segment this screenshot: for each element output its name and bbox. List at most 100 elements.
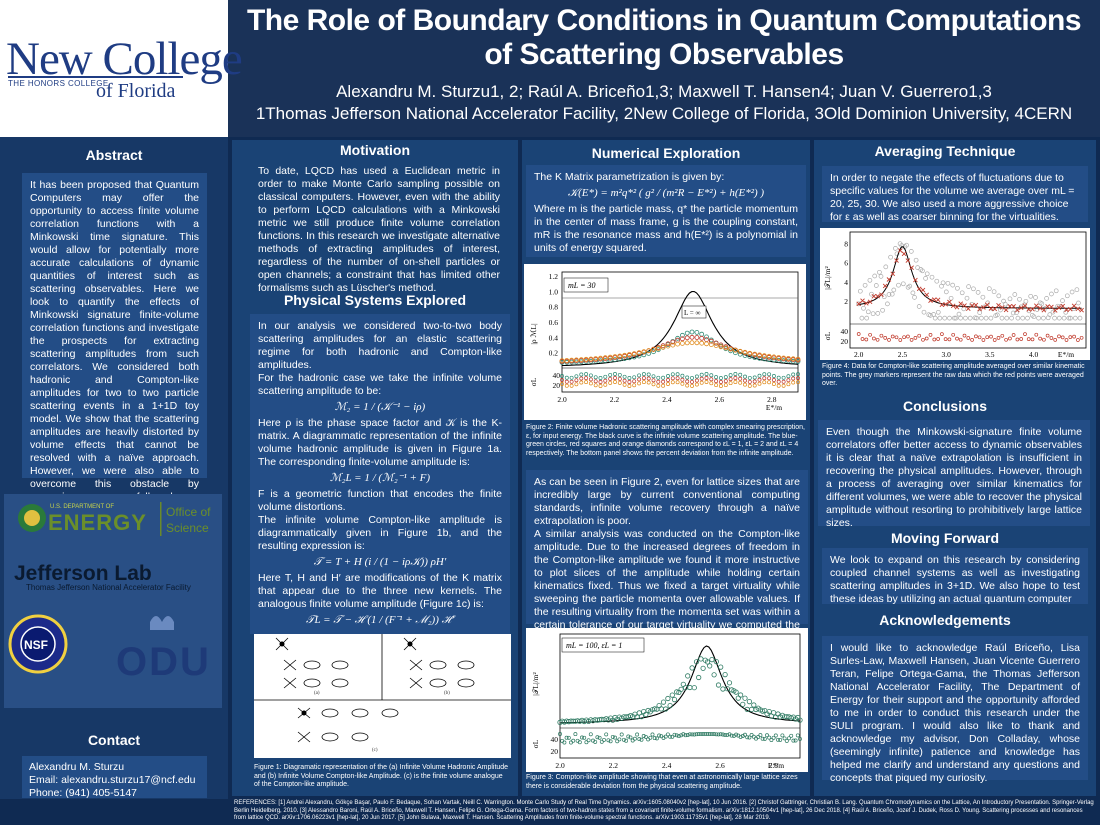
equation-m2l: ℳ₂L = 1 / (ℳ₂⁻¹ + F): [329, 472, 431, 484]
doe-seal-inner-icon: [24, 510, 40, 526]
fig4-averaged-point: [981, 305, 986, 310]
fig2-point: [752, 351, 758, 357]
fig1-label-a: (a): [314, 691, 320, 696]
fig2-deviation-point: [670, 380, 675, 385]
fig2-deviation-point: [694, 378, 699, 383]
fig1-label-b: (b): [444, 691, 450, 696]
fig4-deviation-point: [898, 338, 903, 342]
fig4-raw-point: [1031, 314, 1037, 320]
fig2-ytick: 1.2: [549, 272, 559, 281]
fig2-deviation-point: [613, 376, 617, 380]
fig2-deviation-point: [641, 372, 646, 377]
fig4-raw-point: [964, 295, 970, 301]
authors: Alexandru M. Sturzu1, 2; Raúl A. Briceño…: [336, 82, 992, 101]
fig4-raw-point: [942, 315, 948, 321]
fig2-deviation-point: [564, 379, 569, 384]
fig3-point: [738, 692, 744, 698]
fig2-deviation-point: [651, 382, 656, 387]
fig3-deviation-point: [679, 733, 684, 738]
fig2-caption: Figure 2: Finite volume Hadronic scatter…: [526, 424, 805, 457]
fig4-averaged-point: [1079, 307, 1084, 313]
fig3-point: [696, 674, 702, 681]
doe-line1: U.S. DEPARTMENT OF: [50, 504, 115, 510]
fig2-point: [771, 354, 777, 360]
fig2-deviation-point: [747, 379, 752, 384]
fig4-raw-point: [945, 280, 951, 286]
figure-4: 2.0 2.5 3.0 3.5 4.0 2 4 6 8 20 40 E*/m |𝒯L|/m² σL: [820, 228, 1090, 360]
fig2-deviation-point: [651, 378, 656, 383]
fig4-raw-point: [967, 315, 973, 321]
fig3-deviation-point: [676, 734, 681, 739]
fig4-raw-point: [857, 288, 863, 294]
fig4-averaged-point: [882, 283, 888, 289]
fig2-point: [713, 343, 719, 348]
fig3-deviation-point: [626, 734, 631, 739]
doe-office: Office of Science: [166, 505, 211, 535]
fig4-xtick: 2.0: [854, 350, 864, 359]
fig4-raw-point: [1020, 315, 1026, 321]
fig2-point: [670, 339, 676, 345]
fig3-deviation-point: [632, 736, 637, 741]
fig2-point: [651, 349, 656, 355]
fig3-deviation-point: [597, 735, 602, 740]
fig3-point: [735, 695, 741, 701]
fig2-deviation-point: [728, 381, 733, 386]
fig4-deviation-point: [936, 337, 940, 341]
fig3-deviation-point: [791, 738, 796, 743]
fig3-bottom-ytick: 20: [551, 747, 559, 756]
physical-p1: In our analysis we considered two-to-two…: [258, 320, 502, 371]
fig3-point: [665, 695, 671, 702]
fig2-point: [679, 332, 685, 338]
fig2-deviation-point: [723, 379, 728, 384]
fig2-xtick: 2.2: [610, 395, 620, 404]
fig2-deviation-point: [743, 374, 747, 379]
fig4-raw-point: [980, 294, 986, 300]
fig2-deviation-point: [781, 383, 786, 388]
fig4-deviation-point: [1019, 337, 1024, 341]
fig4-raw-point: [880, 307, 885, 313]
fig2-point: [617, 353, 623, 359]
fig4-deviation-point: [1057, 334, 1061, 339]
fig2-deviation-point: [733, 380, 738, 384]
fig3-deviation-point: [712, 732, 717, 736]
fig3-deviation-point: [624, 738, 629, 743]
fig2-deviation-point: [593, 375, 598, 380]
fig3-point: [678, 686, 684, 692]
fig3-deviation-point: [756, 735, 761, 739]
fig2-deviation-point: [781, 379, 786, 384]
fig4-averaged-point: [1052, 308, 1058, 313]
fig3-deviation-point: [617, 737, 622, 742]
fig3-point: [669, 692, 675, 698]
feynman-diagrams: [254, 634, 511, 743]
fig4-raw-point: [896, 282, 901, 288]
fig4-averaged-point: [1011, 304, 1016, 309]
fig2-point: [785, 356, 791, 361]
fig2-deviation-point: [752, 383, 757, 388]
fig2-deviation-point: [661, 379, 666, 384]
fig4-bottom-ylabel: σL: [823, 331, 832, 340]
college-logo: New College THE HONORS COLLEGE of Florid…: [0, 0, 243, 137]
fig3-deviation-point: [628, 735, 633, 740]
fig4-averaged-point: [984, 302, 990, 308]
fig3-deviation-point: [690, 732, 695, 737]
fig3-deviation-point: [698, 732, 703, 737]
fig3-legend-box: [561, 637, 645, 653]
fig2-point: [766, 353, 772, 359]
fig3-deviation-point: [729, 733, 734, 738]
fig2-point: [627, 355, 632, 361]
fig3-deviation-point: [668, 734, 673, 739]
fig4-deviation-point: [928, 333, 933, 337]
fig2-deviation-point: [584, 376, 589, 381]
fig2-ytick: 0.6: [549, 318, 559, 327]
fig2-point: [655, 346, 661, 351]
fig2-point: [728, 346, 734, 352]
numerical-panel: The K Matrix parametrization is given by…: [526, 165, 806, 257]
fig2-point: [636, 353, 642, 359]
fig3-deviation-point: [681, 732, 686, 737]
fig2-point: [766, 357, 772, 362]
fig3-point: [751, 702, 757, 708]
fig4-raw-point: [991, 289, 997, 295]
fig2-point: [704, 337, 709, 342]
fig4-averaged-point: [1030, 306, 1035, 312]
fig3-deviation-point: [610, 734, 615, 739]
